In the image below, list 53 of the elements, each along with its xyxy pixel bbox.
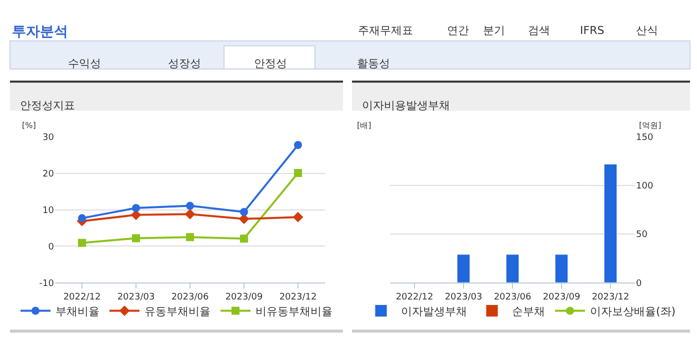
point [294,141,302,149]
chart-title: 안정성지표 [20,99,75,112]
y-tick-label: 10 [42,206,54,216]
y-tick-label: 30 [42,133,54,144]
x-tick-label: 2023/12 [279,292,317,302]
x-tick-label: 2023/12 [592,292,630,302]
text: 투자분석 [12,24,68,40]
x-tick-label: 2023/06 [171,292,209,302]
x-tick-label: 2023/09 [542,292,580,302]
point [186,202,194,210]
y2-axis-title: [억원] [639,121,662,130]
chart-title: 이자비용발생부채 [362,99,450,112]
y-tick-label: 0 [48,242,54,252]
y-tick-label: 20 [42,170,54,180]
point [184,208,196,220]
legend-label: 이자발생부채 [401,305,467,318]
text: 활동성 [357,57,390,70]
point [78,214,86,222]
text: 산식 [636,24,658,37]
legend-label: 부채비율 [56,305,100,318]
point [240,234,248,243]
x-tick-label: 2023/09 [225,292,263,302]
point [78,238,86,247]
text: 검색 [528,24,550,37]
y2-tick-label: 50 [636,230,648,240]
y-axis-title: [배] [357,121,372,130]
x-tick-label: 2022/12 [396,292,434,302]
y2-tick-label: 100 [636,182,654,192]
y2-tick-label: 0 [636,278,642,289]
text: 수익성 [68,57,101,70]
text: 연간 [447,24,469,37]
legend-label: 유동부채비율 [144,305,210,318]
x-tick-label: 2023/03 [117,292,155,302]
point [186,233,194,242]
point [292,212,304,222]
legend-label: 비유동부채비율 [256,305,332,318]
legend-label: 순부채 [512,305,545,318]
y2-tick-label: 150 [636,133,654,144]
point [132,204,140,212]
y-tick-label: -10 [39,278,54,289]
x-tick-label: 2023/03 [444,292,482,302]
point [240,208,248,216]
legend-label: 이자보상배율(좌) [590,305,676,318]
text: 안정성 [254,57,287,70]
text: 성장성 [168,57,201,70]
y-axis-title: [%] [22,121,36,130]
x-tick-label: 2023/06 [494,292,532,302]
point [132,234,140,242]
text: 주재무제표 [358,24,413,37]
text: 분기 [483,24,505,37]
text: IFRS [580,24,604,37]
point [294,169,302,178]
x-tick-label: 2022/12 [63,292,101,302]
